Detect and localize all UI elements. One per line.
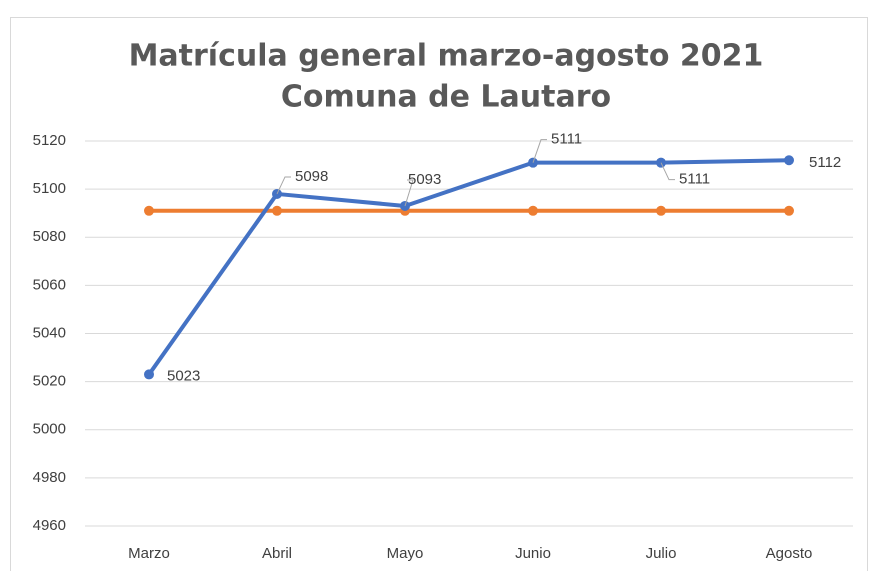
marker <box>144 369 154 380</box>
y-tick-label: 4980 <box>33 469 66 486</box>
x-tick-label: Marzo <box>128 545 170 562</box>
y-tick-label: 5100 <box>33 180 66 197</box>
leader-line <box>404 179 414 207</box>
marker <box>272 205 282 216</box>
chart-title: Comuna de Lautaro <box>281 80 611 115</box>
y-tick-label: 5020 <box>33 373 66 390</box>
leader-line <box>660 162 675 181</box>
y-tick-label: 4960 <box>33 517 66 534</box>
marker <box>144 205 154 216</box>
data-label: 5093 <box>408 171 441 188</box>
y-tick-label: 5040 <box>33 324 66 341</box>
x-tick-label: Julio <box>646 545 677 562</box>
line <box>147 158 790 376</box>
chart-border <box>10 17 868 571</box>
data-label: 5112 <box>809 154 841 171</box>
y-tick-label: 5000 <box>33 421 66 438</box>
data-label: 5098 <box>295 168 328 185</box>
x-tick-label: Mayo <box>387 545 424 562</box>
marker <box>528 205 538 216</box>
y-tick-label: 5080 <box>33 228 66 245</box>
y-tick-label: 5060 <box>33 276 66 293</box>
y-tick-label: 5120 <box>33 132 66 149</box>
x-tick-label: Junio <box>515 545 551 562</box>
data-label: 5111 <box>551 131 582 148</box>
marker <box>784 155 794 166</box>
chart-title: Matrícula general marzo-agosto 2021 <box>129 39 764 74</box>
x-tick-label: Agosto <box>766 545 813 562</box>
data-label: 5023 <box>167 367 200 384</box>
leader-line <box>276 176 291 195</box>
x-tick-label: Abril <box>262 545 292 562</box>
marker <box>784 205 794 216</box>
leader-line <box>532 139 547 163</box>
data-label: 5111 <box>679 171 710 188</box>
marker <box>656 205 666 216</box>
